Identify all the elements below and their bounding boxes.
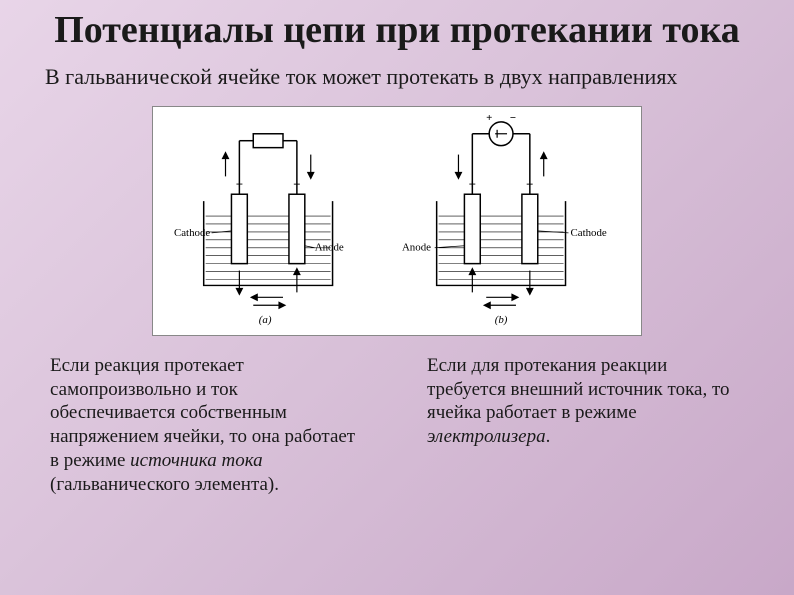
left-column: Если реакция протекает самопроизвольно и… xyxy=(50,354,367,497)
beaker-left xyxy=(204,201,333,285)
ext-arrows-right xyxy=(455,152,546,178)
text-columns: Если реакция протекает самопроизвольно и… xyxy=(40,354,754,497)
cathode-label-left: Cathode xyxy=(174,227,210,239)
ext-arrows-left xyxy=(223,152,314,178)
circuit-diagram: + − Cathode Anode (a) xyxy=(152,106,642,336)
liquid-right xyxy=(439,216,564,279)
int-arrows-right xyxy=(469,268,532,308)
anode-right xyxy=(464,194,480,263)
minus-left: − xyxy=(293,177,300,191)
plus-right: + xyxy=(469,177,476,191)
cathode-right xyxy=(522,194,538,263)
right-column: Если для протекания реакции требуется вн… xyxy=(427,354,744,497)
anode-label-right: Anode xyxy=(402,242,431,254)
cathode-left xyxy=(231,194,247,263)
diagram-svg: + − Cathode Anode (a) xyxy=(153,107,641,335)
plus-left: + xyxy=(236,177,243,191)
label-b: (b) xyxy=(495,314,508,326)
right-text-part2: . xyxy=(546,426,551,447)
right-text-italic: электролизера xyxy=(427,426,546,447)
left-text-italic: источника тока xyxy=(130,450,262,471)
cathode-label-right: Cathode xyxy=(570,227,606,239)
liquid-left xyxy=(206,216,331,279)
minus-right: − xyxy=(526,177,533,191)
slide-title: Потенциалы цепи при протекании тока xyxy=(40,10,754,52)
left-text-part2: (гальванического элемента). xyxy=(50,474,279,495)
right-text-part1: Если для протекания реакции требуется вн… xyxy=(427,355,730,424)
slide: Потенциалы цепи при протекании тока В га… xyxy=(0,0,794,595)
resistor-icon xyxy=(253,134,283,148)
anode-label-left: Anode xyxy=(315,242,344,254)
anode-left xyxy=(289,194,305,263)
source-minus: − xyxy=(510,112,516,124)
slide-subtitle: В гальванической ячейке ток может протек… xyxy=(40,64,754,90)
beaker-right xyxy=(437,201,566,285)
label-a: (a) xyxy=(259,314,272,326)
int-arrows-left xyxy=(236,268,299,308)
source-plus: + xyxy=(486,112,492,124)
